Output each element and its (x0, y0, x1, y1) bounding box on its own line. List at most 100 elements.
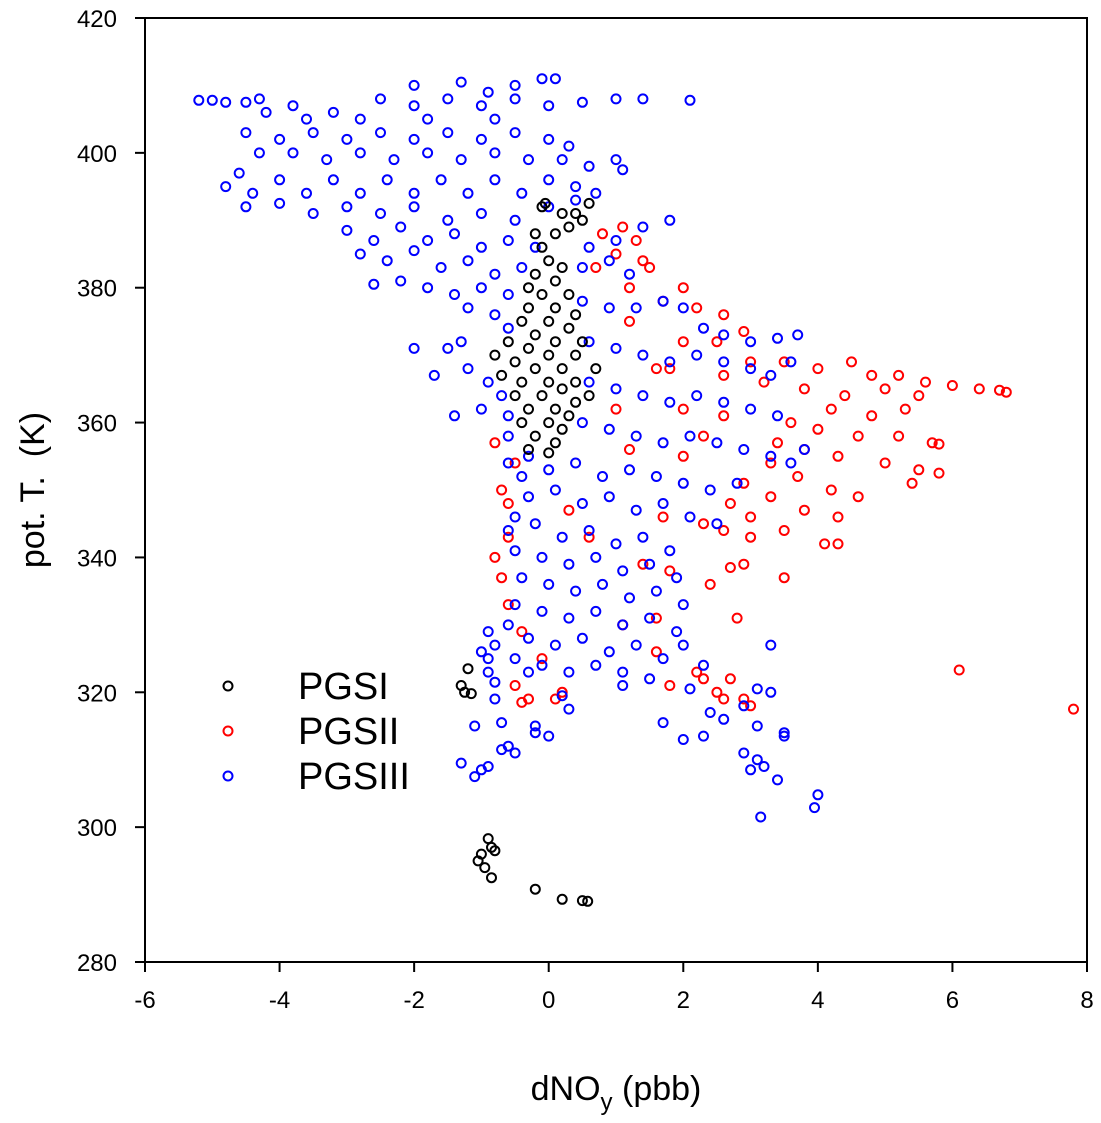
data-point (597, 228, 608, 240)
data-point (691, 666, 703, 678)
data-point (758, 761, 770, 772)
data-point (549, 275, 561, 287)
data-point (893, 430, 905, 442)
y-tick-label: 360 (77, 411, 117, 438)
data-point (583, 241, 595, 253)
data-point (637, 390, 649, 402)
data-point (563, 666, 575, 678)
data-point (576, 96, 588, 108)
data-point (536, 289, 548, 300)
data-point (563, 322, 575, 334)
data-point (536, 390, 548, 402)
data-point (469, 720, 481, 732)
data-point (563, 140, 575, 152)
data-point (475, 764, 487, 776)
data-point (462, 302, 474, 314)
data-point (704, 707, 716, 718)
data-point (755, 811, 767, 823)
data-point (509, 680, 521, 691)
data-point (711, 336, 723, 348)
data-point (549, 73, 561, 85)
data-point (489, 268, 501, 280)
data-point (684, 683, 696, 695)
data-point (489, 349, 501, 361)
data-point (630, 639, 642, 651)
data-point (233, 167, 245, 179)
data-point (341, 201, 353, 213)
data-point (590, 605, 602, 617)
data-point (206, 94, 218, 106)
data-point (502, 599, 514, 611)
data-point (368, 278, 380, 290)
data-point (502, 531, 514, 543)
data-point (543, 578, 555, 590)
data-point (489, 676, 501, 688)
data-point (650, 471, 662, 482)
data-point (570, 349, 582, 361)
data-point (496, 572, 508, 584)
data-point (751, 720, 763, 732)
data-point (543, 447, 555, 459)
data-point (368, 235, 380, 246)
data-point (582, 895, 594, 907)
data-point (563, 612, 575, 624)
data-point (617, 619, 629, 631)
data-point (489, 113, 501, 125)
data-point (624, 444, 635, 455)
data-point (422, 235, 434, 246)
data-point (496, 369, 508, 381)
data-point (785, 457, 797, 469)
data-point (536, 551, 548, 563)
data-point (677, 639, 689, 651)
data-point (516, 187, 528, 199)
data-point (583, 531, 595, 543)
data-point (913, 390, 925, 402)
legend-marker (222, 680, 234, 692)
data-point (489, 309, 501, 321)
data-point (543, 255, 555, 267)
data-point (556, 531, 568, 543)
data-point (482, 626, 494, 638)
data-point (539, 197, 551, 209)
data-point (812, 363, 824, 375)
data-point (475, 403, 487, 415)
data-point (583, 197, 595, 209)
data-point (610, 154, 622, 166)
data-point (698, 518, 709, 530)
series-pgsi (455, 197, 602, 907)
data-point (240, 201, 252, 213)
data-point (677, 734, 689, 745)
data-point (556, 383, 568, 395)
data-point (549, 228, 561, 240)
data-point (442, 93, 454, 105)
x-tick-label: -2 (403, 987, 424, 1014)
data-point (536, 73, 548, 85)
legend-marker (222, 725, 234, 737)
data-point (718, 309, 730, 321)
data-point (657, 437, 669, 449)
data-point (765, 457, 777, 469)
data-point (486, 872, 497, 884)
data-point (502, 430, 514, 442)
data-point (509, 747, 521, 759)
data-point (543, 417, 555, 429)
data-point (529, 329, 541, 341)
data-point (798, 444, 810, 455)
data-point (718, 369, 730, 381)
data-point (772, 437, 783, 449)
data-point (475, 646, 487, 658)
data-point (624, 315, 635, 327)
data-point (375, 127, 386, 139)
data-point (745, 764, 757, 776)
data-point (677, 403, 689, 415)
data-point (792, 471, 804, 482)
data-point (711, 437, 723, 449)
data-point (529, 228, 541, 240)
data-point (778, 525, 790, 536)
data-point (556, 262, 568, 273)
data-point (502, 457, 514, 469)
data-point (624, 592, 635, 604)
data-point (718, 525, 730, 536)
data-point (523, 666, 534, 678)
data-point (610, 538, 622, 550)
